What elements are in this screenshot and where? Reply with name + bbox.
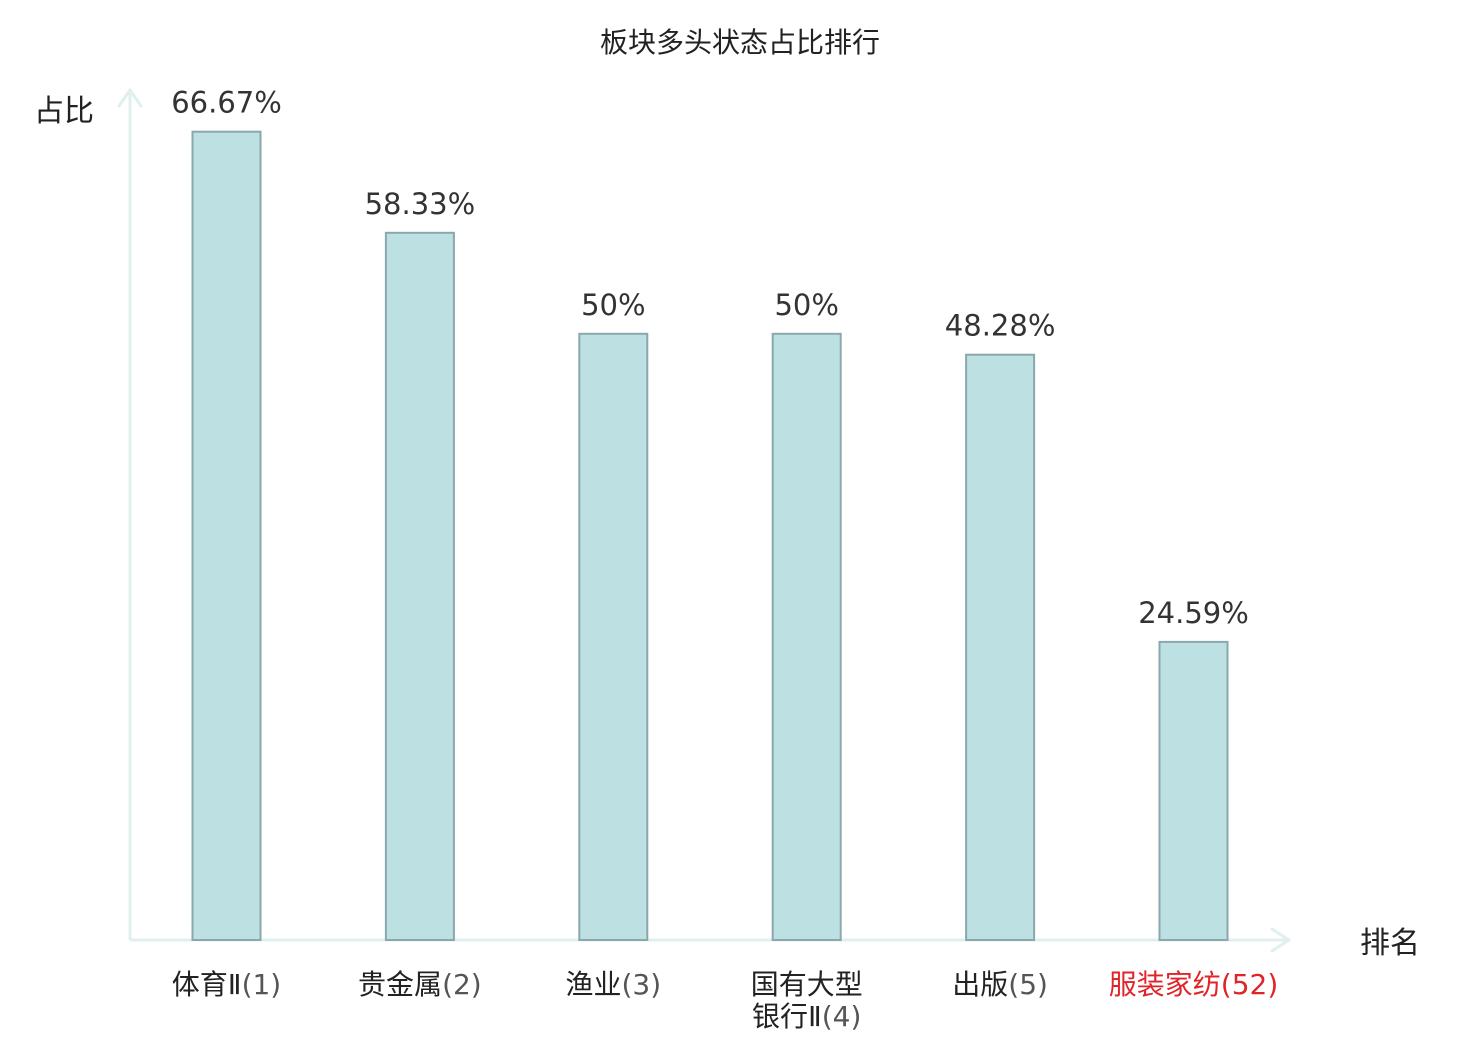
value-label: 24.59% <box>1138 596 1249 630</box>
bars <box>191 130 1229 942</box>
value-label: 48.28% <box>945 309 1056 343</box>
category-name-line: 体育Ⅱ <box>172 968 242 1001</box>
category-label: 体育Ⅱ(1) <box>172 968 281 1001</box>
category-rank: (52) <box>1221 968 1278 1001</box>
value-label: 50% <box>581 288 645 322</box>
category-name-line: 出版 <box>952 968 1008 1001</box>
category-label: 国有大型银行Ⅱ(4) <box>751 968 863 1033</box>
category-labels: 体育Ⅱ(1) 贵金属(2) 渔业(3) 国有大型银行Ⅱ(4) 出版(5) 服装家纺(52) <box>172 968 1278 1033</box>
y-axis-label: 占比 <box>34 94 94 129</box>
x-axis-label: 排名 <box>1360 926 1420 961</box>
category-rank: (2) <box>442 968 482 1001</box>
category-name-line: 银行Ⅱ <box>752 1000 822 1033</box>
chart-title: 板块多头状态占比排行 <box>600 26 880 59</box>
category-label: 服装家纺(52) <box>1109 968 1279 1001</box>
value-label: 58.33% <box>365 187 476 221</box>
bar <box>1158 640 1229 942</box>
category-rank: (1) <box>242 968 282 1001</box>
category-name-line: 渔业 <box>565 968 621 1001</box>
bar <box>771 332 842 941</box>
value-labels: 66.67% 58.33% 50% 50% 48.28% 24.59% <box>171 86 1249 630</box>
bar <box>191 130 262 941</box>
bar <box>965 353 1036 941</box>
category-label: 贵金属(2) <box>358 968 482 1001</box>
category-label: 渔业(3) <box>565 968 661 1001</box>
x-axis-arrow <box>1270 927 1291 953</box>
bar <box>578 332 649 941</box>
category-name-line: 贵金属 <box>358 968 442 1001</box>
category-rank: (4) <box>822 1000 862 1033</box>
category-rank: (5) <box>1008 968 1048 1001</box>
category-label: 出版(5) <box>952 968 1048 1001</box>
category-name-line: 国有大型 <box>751 968 863 1001</box>
category-rank: (3) <box>621 968 661 1001</box>
axes <box>117 88 1291 953</box>
bar <box>384 231 455 942</box>
value-label: 50% <box>774 288 838 322</box>
category-name-line: 服装家纺 <box>1109 968 1221 1001</box>
value-label: 66.67% <box>171 86 282 120</box>
y-axis-arrow <box>117 88 143 108</box>
